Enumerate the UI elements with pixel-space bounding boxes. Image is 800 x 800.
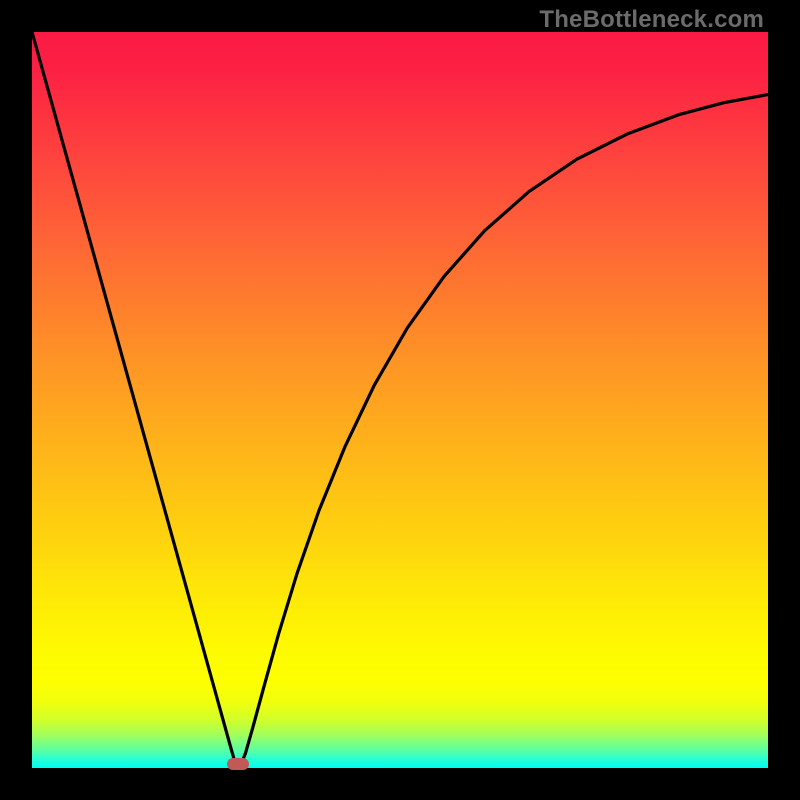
chart-frame: TheBottleneck.com	[0, 0, 800, 800]
bottleneck-curve	[32, 32, 768, 768]
minimum-marker	[227, 758, 249, 770]
watermark-text: TheBottleneck.com	[539, 6, 764, 34]
plot-area	[32, 32, 768, 768]
curve-layer	[32, 32, 768, 768]
